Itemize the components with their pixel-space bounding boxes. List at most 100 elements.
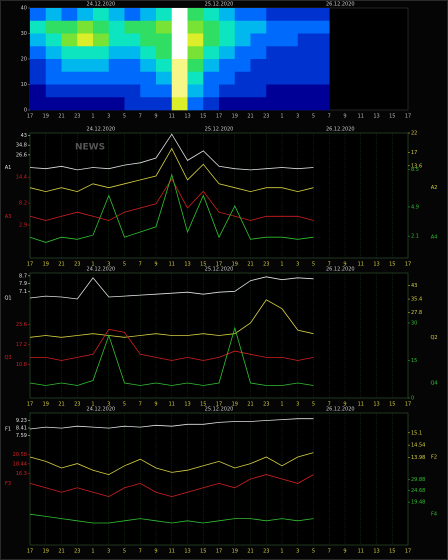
x-tick-label: 11 [358, 549, 364, 555]
y-tick-label: 14.4 [16, 175, 27, 181]
heat-cell [156, 97, 173, 111]
series-name: Q2 [430, 335, 437, 341]
x-tick-label: 5 [312, 114, 315, 120]
heat-cell [266, 8, 283, 22]
heat-cell [282, 97, 299, 111]
x-tick-label: 5 [312, 549, 315, 555]
y-tick-label: 0 [411, 396, 414, 402]
heat-cell [156, 46, 173, 60]
heat-cell [282, 71, 299, 85]
heat-cell [77, 20, 94, 34]
heat-cell [140, 46, 157, 60]
x-tick-label: 11 [169, 549, 175, 555]
heat-cell [234, 97, 251, 111]
heat-cell [124, 59, 141, 73]
heat-cell [297, 59, 314, 73]
x-tick-label: 17 [27, 402, 33, 408]
x-tick-label: 13 [373, 549, 379, 555]
x-tick-label: 9 [343, 114, 346, 120]
x-tick-label: 15 [389, 402, 395, 408]
x-tick-label: 1 [280, 402, 283, 408]
y-tick-label: 8.7 [19, 273, 27, 279]
x-tick-label: 21 [247, 402, 253, 408]
heat-cell [250, 97, 267, 111]
x-tick-label: 13 [184, 114, 190, 120]
date-label: 25.12.2020 [205, 127, 234, 133]
x-tick-label: 17 [216, 402, 222, 408]
heat-cell [61, 8, 78, 22]
heat-cell [187, 46, 204, 60]
x-tick-label: 19 [232, 262, 238, 268]
heat-cell [313, 59, 330, 73]
x-tick-label: 23 [74, 262, 80, 268]
heat-cell [171, 8, 188, 22]
heat-cell [313, 71, 330, 85]
heat-cell [140, 59, 157, 73]
heat-cell [187, 8, 204, 22]
x-tick-label: 19 [43, 262, 49, 268]
x-tick-label: 13 [373, 402, 379, 408]
heat-cell [234, 8, 251, 22]
heat-cell [313, 20, 330, 34]
heat-cell [30, 97, 47, 111]
x-tick-label: 7 [139, 262, 142, 268]
heat-cell [171, 46, 188, 60]
heat-cell [187, 59, 204, 73]
heat-cell [250, 8, 267, 22]
x-tick-label: 17 [27, 114, 33, 120]
heat-cell [61, 46, 78, 60]
y-tick-label: 14.54 [411, 443, 425, 449]
x-tick-label: 23 [74, 402, 80, 408]
y-tick-label: 7.1 [19, 289, 27, 295]
y-tick-label: 16.3 [16, 471, 27, 477]
heat-cell [203, 84, 220, 98]
date-label: 26.12.2020 [326, 2, 355, 8]
y-tick-label: 2.1 [411, 234, 419, 240]
x-tick-label: 1 [280, 262, 283, 268]
heat-cell [77, 71, 94, 85]
x-tick-label: 11 [358, 114, 364, 120]
heat-cell [30, 8, 47, 22]
x-tick-label: 19 [232, 549, 238, 555]
series-name: Q4 [430, 381, 437, 387]
series-name: F4 [431, 512, 437, 518]
x-tick-label: 19 [232, 114, 238, 120]
heat-cell [187, 33, 204, 47]
heat-cell [219, 59, 236, 73]
x-tick-label: 19 [43, 549, 49, 555]
y-tick-label: 20 [21, 57, 27, 63]
x-tick-label: 5 [123, 114, 126, 120]
series-line [29, 147, 314, 193]
x-tick-label: 15 [200, 549, 206, 555]
x-tick-label: 13 [184, 549, 190, 555]
heat-cell [250, 71, 267, 85]
x-tick-label: 1 [91, 549, 94, 555]
x-tick-label: 9 [343, 402, 346, 408]
heat-cell [108, 97, 125, 111]
x-tick-label: 3 [296, 549, 299, 555]
heat-cell [203, 8, 220, 22]
y-tick-label: 20.58 [13, 452, 27, 458]
heat-cell [45, 20, 62, 34]
series-line [29, 452, 314, 476]
heat-cell [156, 59, 173, 73]
x-tick-label: 15 [200, 402, 206, 408]
heat-cell [45, 59, 62, 73]
date-label: 26.12.2020 [326, 267, 355, 273]
heat-cell [313, 33, 330, 47]
heat-cell [93, 71, 110, 85]
heat-cell [297, 97, 314, 111]
x-tick-label: 1 [280, 114, 283, 120]
x-tick-label: 9 [154, 114, 157, 120]
heat-cell [140, 71, 157, 85]
x-tick-label: 9 [343, 549, 346, 555]
x-tick-label: 23 [263, 549, 269, 555]
heat-cell [219, 71, 236, 85]
heat-cell [93, 8, 110, 22]
heat-cell [61, 84, 78, 98]
x-tick-label: 5 [312, 402, 315, 408]
x-tick-label: 3 [296, 114, 299, 120]
heat-cell [108, 84, 125, 98]
x-tick-label: 9 [154, 549, 157, 555]
x-tick-label: 17 [216, 114, 222, 120]
